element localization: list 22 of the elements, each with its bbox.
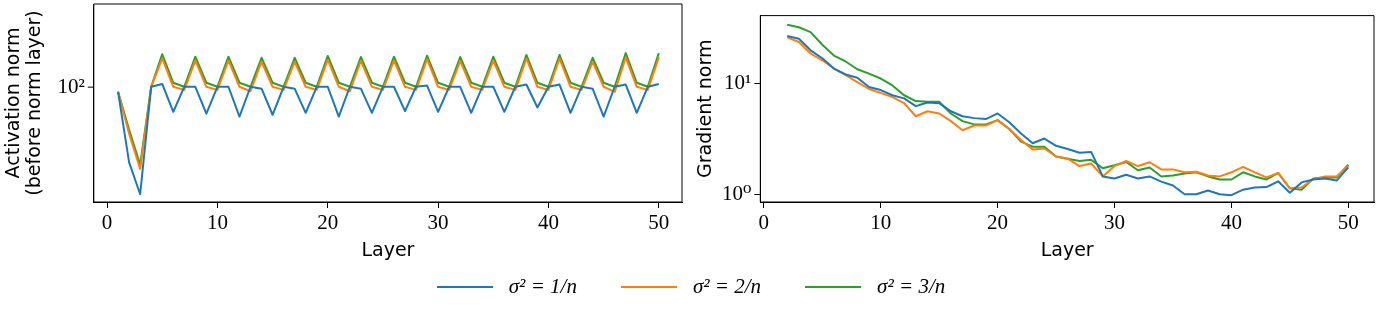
x-tick-label: 20 (317, 210, 339, 235)
x-tick-label: 0 (101, 210, 113, 235)
x-tick-label: 50 (1337, 210, 1359, 235)
x-tick-label: 10 (870, 210, 892, 235)
x-tick-label: 30 (1104, 210, 1125, 235)
y-tick-label: 10¹ (724, 70, 752, 95)
x-axis-title: Layer (1040, 237, 1094, 260)
x-tick-label: 40 (1220, 210, 1242, 235)
y-axis-title: Activation norm (before norm layer) (1, 10, 45, 196)
x-tick-label: 50 (648, 210, 670, 235)
x-tick-label: 40 (537, 210, 559, 235)
legend-label: σ² = 1/n (508, 274, 577, 299)
x-tick-label: 0 (758, 210, 770, 235)
legend-label: σ² = 2/n (692, 274, 762, 299)
y-tick-label: 10⁰ (721, 180, 752, 205)
x-axis-title: Layer (361, 237, 415, 260)
text: 10² (57, 73, 85, 98)
y-axis-title: Gradient norm (693, 39, 716, 178)
x-tick-label: 30 (427, 210, 449, 235)
x-tick-label: 20 (987, 210, 1009, 235)
legend-label: σ² = 3/n (877, 274, 946, 299)
x-tick-label: 10 (206, 210, 228, 235)
